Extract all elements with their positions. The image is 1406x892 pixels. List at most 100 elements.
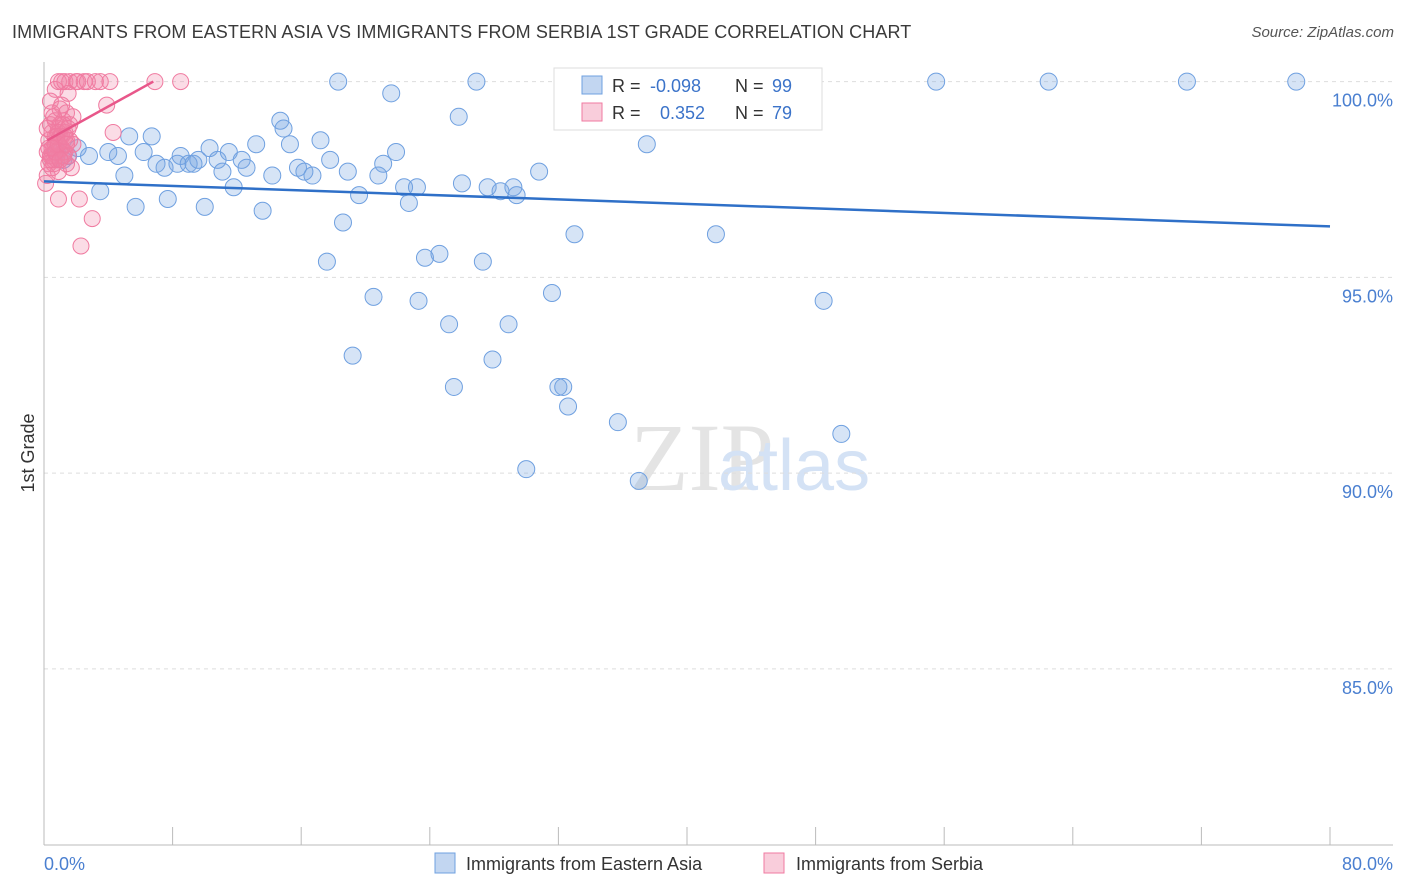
legend-label-eastern-asia: Immigrants from Eastern Asia (466, 854, 703, 874)
eastern-asia-point (409, 291, 428, 310)
stats-box: R = -0.098 N = 99 R = 0.352 N = 79 (553, 67, 823, 131)
serbia-point (51, 151, 69, 169)
eastern-asia-point (507, 186, 526, 205)
eastern-asia-point (637, 135, 656, 154)
eastern-asia-point (333, 213, 352, 232)
serbia-point (104, 123, 122, 141)
axes: 85.0% 90.0% 95.0% 100.0% (43, 62, 1393, 846)
eastern-asia-point (1287, 72, 1306, 91)
eastern-asia-point (329, 72, 348, 91)
stats-n-label-pink: N = (735, 103, 764, 123)
eastern-asia-point (440, 315, 459, 334)
eastern-asia-point (399, 193, 418, 212)
eastern-asia-point (369, 166, 388, 185)
stats-box-frame (553, 67, 823, 131)
eastern-asia-point (158, 190, 177, 209)
stats-r-label-blue: R = (612, 76, 641, 96)
y-tick-label: 85.0% (1342, 678, 1393, 698)
eastern-asia-point (338, 162, 357, 181)
watermark-atlas: atlas (718, 426, 870, 506)
eastern-asia-point (321, 150, 340, 169)
eastern-asia-point (449, 107, 468, 126)
eastern-asia-point (554, 377, 573, 396)
trend-lines (43, 80, 1331, 228)
eastern-asia-point (706, 225, 725, 244)
eastern-asia-point (473, 252, 492, 271)
eastern-asia-point (108, 146, 127, 165)
stats-r-label-pink: R = (612, 103, 641, 123)
eastern-asia-point (311, 131, 330, 150)
source-attribution: Source: ZipAtlas.com (1251, 24, 1394, 41)
eastern-asia-point (565, 225, 584, 244)
y-tick-label: 95.0% (1342, 286, 1393, 306)
serbia-point (70, 190, 88, 208)
eastern-asia-point (452, 174, 471, 193)
eastern-asia-point (134, 143, 153, 162)
eastern-asia-point (629, 471, 648, 490)
eastern-asia-point (608, 413, 627, 432)
eastern-asia-point (213, 162, 232, 181)
eastern-asia-point (142, 127, 161, 146)
eastern-asia-point (382, 84, 401, 103)
eastern-asia-point (1177, 72, 1196, 91)
eastern-asia-point (350, 186, 369, 205)
eastern-asia-point (179, 154, 198, 173)
eastern-asia-point (120, 127, 139, 146)
stats-r-value-blue: -0.098 (650, 76, 701, 96)
eastern-asia-point (343, 346, 362, 365)
stats-swatch-blue (581, 75, 603, 95)
legend-label-serbia: Immigrants from Serbia (796, 854, 984, 874)
eastern-asia-point (247, 135, 266, 154)
eastern-asia-point (387, 143, 406, 162)
eastern-asia-point (303, 166, 322, 185)
eastern-asia-point (280, 135, 299, 154)
stats-swatch-pink (581, 102, 603, 122)
stats-n-label-blue: N = (735, 76, 764, 96)
eastern-asia-point (444, 377, 463, 396)
serbia-point (101, 73, 119, 91)
eastern-asia-point (530, 162, 549, 181)
eastern-asia-point (126, 197, 145, 216)
eastern-asia-point (80, 146, 99, 165)
eastern-asia-point (99, 143, 118, 162)
serbia-point (146, 73, 164, 91)
serbia-point (172, 73, 190, 91)
eastern-asia-point (237, 158, 256, 177)
eastern-asia-point (832, 424, 851, 443)
stats-r-value-pink: 0.352 (660, 103, 705, 123)
eastern-asia-point (407, 178, 426, 197)
legend-swatch-eastern-asia (434, 852, 456, 874)
eastern-asia-point (927, 72, 946, 91)
eastern-asia-point (115, 166, 134, 185)
eastern-asia-trend-line (43, 180, 1331, 228)
eastern-asia-point (195, 197, 214, 216)
serbia-point (72, 237, 90, 255)
eastern-asia-point (374, 154, 393, 173)
watermark-zip: ZIP (630, 404, 774, 511)
eastern-asia-point (542, 283, 561, 302)
serbia-point (83, 210, 101, 228)
eastern-asia-point (559, 397, 578, 416)
eastern-asia-point (364, 287, 383, 306)
serbia-point (86, 73, 104, 91)
serbia-point (49, 190, 67, 208)
eastern-asia-point (814, 291, 833, 310)
y-tick-label: 90.0% (1342, 482, 1393, 502)
stats-n-value-pink: 79 (772, 103, 792, 123)
eastern-asia-point (1039, 72, 1058, 91)
eastern-asia-point (91, 182, 110, 201)
stats-n-value-blue: 99 (772, 76, 792, 96)
eastern-asia-point (274, 119, 293, 138)
eastern-asia-point (189, 150, 208, 169)
y-axis-title: 1st Grade (18, 413, 38, 492)
serbia-point (91, 73, 109, 91)
eastern-asia-point (263, 166, 282, 185)
legend-swatch-serbia (763, 852, 785, 874)
eastern-asia-point (253, 201, 272, 220)
x-tick-label-max: 80.0% (1342, 854, 1393, 874)
eastern-asia-point (430, 244, 449, 263)
eastern-asia-point (415, 248, 434, 267)
serbia-point (53, 73, 71, 91)
y-tick-label: 100.0% (1332, 91, 1393, 111)
